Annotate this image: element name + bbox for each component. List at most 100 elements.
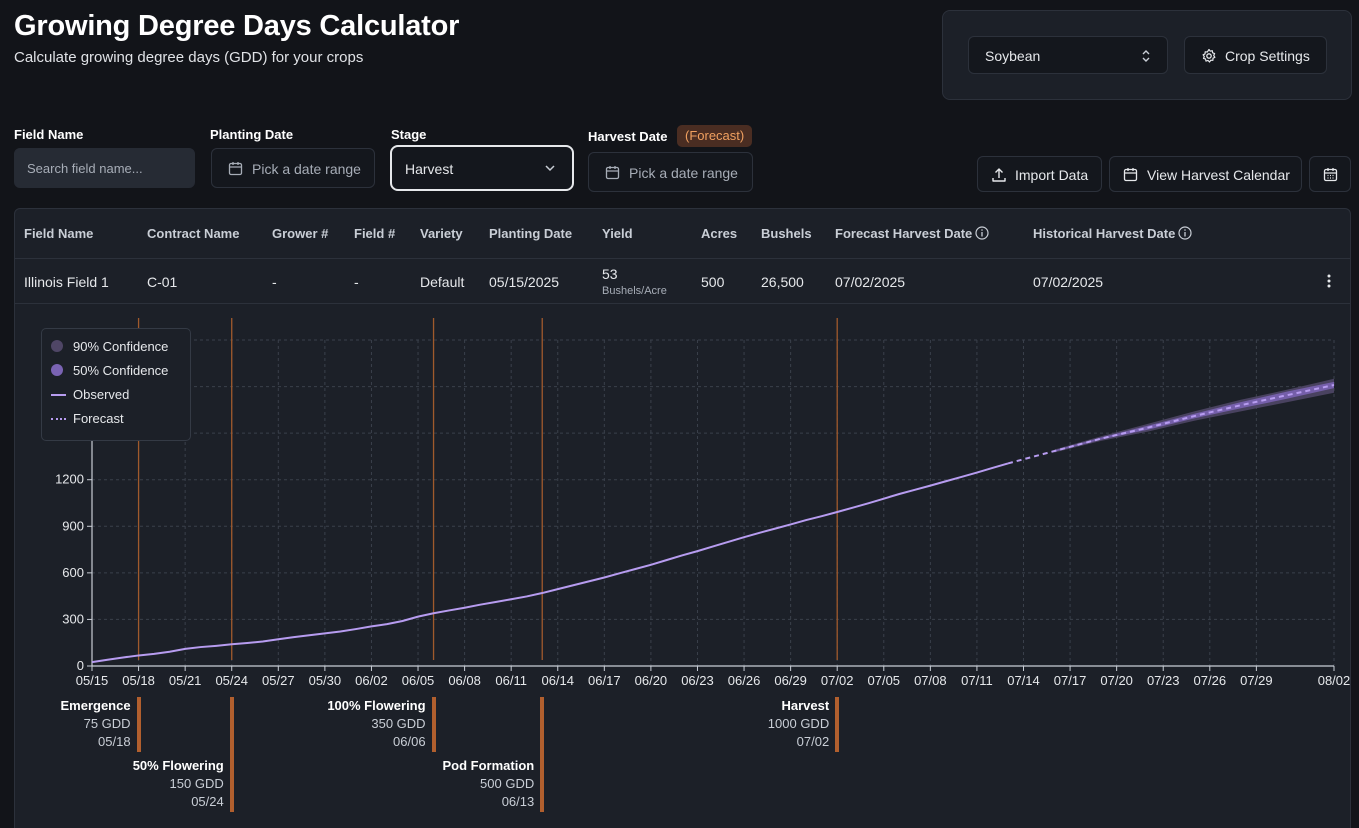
crop-select-value: Soybean [985, 48, 1041, 64]
legend-label: Observed [73, 387, 130, 402]
fields-table: Field Name Contract Name Grower # Field … [14, 208, 1351, 828]
cell-historical-harvest-date: 07/02/2025 [1033, 274, 1104, 290]
cell-bushels: 26,500 [761, 274, 804, 290]
x-tick-label: 05/27 [262, 673, 295, 688]
cell-grower: - [272, 274, 277, 290]
cell-yield: 53 Bushels/Acre [602, 266, 667, 297]
x-tick-label: 06/23 [681, 673, 714, 688]
table-row[interactable]: Illinois Field 1 C-01 - - Default 05/15/… [15, 259, 1350, 304]
x-tick-label: 06/08 [448, 673, 481, 688]
milestone-label: Pod Formation 500 GDD 06/13 [443, 757, 535, 811]
harvest-date-placeholder: Pick a date range [629, 165, 738, 181]
x-tick-label: 05/21 [169, 673, 202, 688]
harvest-date-picker[interactable]: Pick a date range [588, 152, 753, 192]
milestone-gdd: 75 GDD [83, 716, 131, 731]
milestone-date: 05/18 [98, 734, 131, 749]
import-data-button[interactable]: Import Data [977, 156, 1102, 192]
milestone-gdd: 1000 GDD [767, 716, 830, 731]
cell-variety: Default [420, 274, 465, 290]
x-tick-label: 06/14 [541, 673, 574, 688]
info-icon[interactable] [975, 226, 989, 240]
chart-legend: 90% Confidence 50% Confidence Observed F… [41, 328, 191, 441]
cell-planting-date: 05/15/2025 [489, 274, 560, 290]
info-icon[interactable] [1178, 226, 1192, 240]
crop-settings-label: Crop Settings [1225, 48, 1310, 64]
stage-label: Stage [391, 127, 427, 142]
x-tick-label: 07/14 [1007, 673, 1040, 688]
x-tick-label: 05/30 [309, 673, 342, 688]
field-name-search-input[interactable] [14, 148, 195, 188]
chevron-down-icon [545, 165, 555, 172]
milestone-date: 06/06 [393, 734, 426, 749]
cell-contract-name: C-01 [147, 274, 178, 290]
milestone-gdd: 500 GDD [480, 776, 535, 791]
legend-swatch-forecast [51, 418, 66, 420]
more-vertical-icon[interactable] [1326, 273, 1332, 289]
page-subtitle: Calculate growing degree days (GDD) for … [14, 49, 364, 66]
legend-label: Forecast [73, 411, 124, 426]
milestone-date: 07/02 [796, 734, 830, 749]
header-field-name[interactable]: Field Name [24, 226, 94, 241]
header-contract-name[interactable]: Contract Name [147, 226, 240, 241]
x-tick-label: 06/05 [402, 673, 435, 688]
legend-item-90-confidence[interactable]: 90% Confidence [51, 339, 190, 363]
calendar-icon [228, 162, 243, 176]
milestone-marker-bar [540, 697, 545, 812]
legend-label: 90% Confidence [73, 339, 169, 354]
header-historical-harvest-date-label: Historical Harvest Date [1033, 226, 1176, 241]
header-planting-date[interactable]: Planting Date [489, 226, 573, 241]
series-line-forecast [1007, 384, 1335, 465]
crop-settings-button[interactable]: Crop Settings [1184, 36, 1327, 74]
field-name-label: Field Name [14, 127, 84, 142]
milestone-label: 100% Flowering 350 GDD 06/06 [327, 697, 425, 751]
header-historical-harvest-date[interactable]: Historical Harvest Date [1033, 226, 1192, 241]
legend-item-observed[interactable]: Observed [51, 387, 190, 411]
milestone-marker-bar [835, 697, 840, 752]
y-tick-label: 1200 [55, 472, 84, 487]
legend-item-forecast[interactable]: Forecast [51, 411, 190, 435]
header-forecast-harvest-date[interactable]: Forecast Harvest Date [835, 226, 989, 241]
stage-select-value: Harvest [405, 161, 454, 177]
import-data-label: Import Data [1015, 167, 1089, 183]
header-grower[interactable]: Grower # [272, 226, 329, 241]
milestone-name: 50% Flowering [132, 758, 224, 773]
milestone-marker-bar [431, 697, 436, 752]
calendar-icon [605, 166, 620, 180]
header-acres[interactable]: Acres [701, 226, 738, 241]
y-tick-label: 0 [77, 658, 84, 673]
yield-unit: Bushels/Acre [602, 285, 667, 297]
table-header: Field Name Contract Name Grower # Field … [15, 209, 1350, 259]
y-tick-label: 600 [62, 565, 84, 580]
x-tick-label: 07/02 [821, 673, 854, 688]
yield-value: 53 [602, 266, 618, 282]
gear-icon [1202, 48, 1216, 63]
milestone-label: Harvest 1000 GDD 07/02 [768, 697, 829, 751]
milestone-gdd: 150 GDD [169, 776, 224, 791]
header-forecast-harvest-date-label: Forecast Harvest Date [835, 226, 973, 241]
header-variety[interactable]: Variety [420, 226, 463, 241]
planting-date-picker[interactable]: Pick a date range [211, 148, 375, 188]
header-yield[interactable]: Yield [602, 226, 633, 241]
legend-swatch-90 [51, 340, 63, 352]
x-tick-label: 06/29 [774, 673, 807, 688]
cell-field-name: Illinois Field 1 [24, 274, 109, 290]
calendar-icon-button[interactable] [1309, 156, 1351, 192]
legend-label: 50% Confidence [73, 363, 169, 378]
legend-item-50-confidence[interactable]: 50% Confidence [51, 363, 190, 387]
milestone-name: Pod Formation [442, 758, 535, 773]
view-harvest-calendar-button[interactable]: View Harvest Calendar [1109, 156, 1302, 192]
crop-select[interactable]: Soybean [968, 36, 1168, 74]
x-tick-label: 07/08 [914, 673, 947, 688]
x-tick-label: 08/02 [1318, 673, 1351, 688]
header-bushels[interactable]: Bushels [761, 226, 812, 241]
milestone-name: Emergence [60, 698, 131, 713]
milestone-label: 50% Flowering 150 GDD 05/24 [133, 757, 224, 811]
x-tick-label: 06/11 [495, 673, 527, 688]
cell-acres: 500 [701, 274, 725, 290]
stage-select[interactable]: Harvest [390, 145, 574, 191]
x-tick-label: 05/24 [215, 673, 248, 688]
forecast-badge: (Forecast) [677, 125, 753, 147]
header-field-number[interactable]: Field # [354, 226, 396, 241]
x-tick-label: 07/26 [1194, 673, 1227, 688]
